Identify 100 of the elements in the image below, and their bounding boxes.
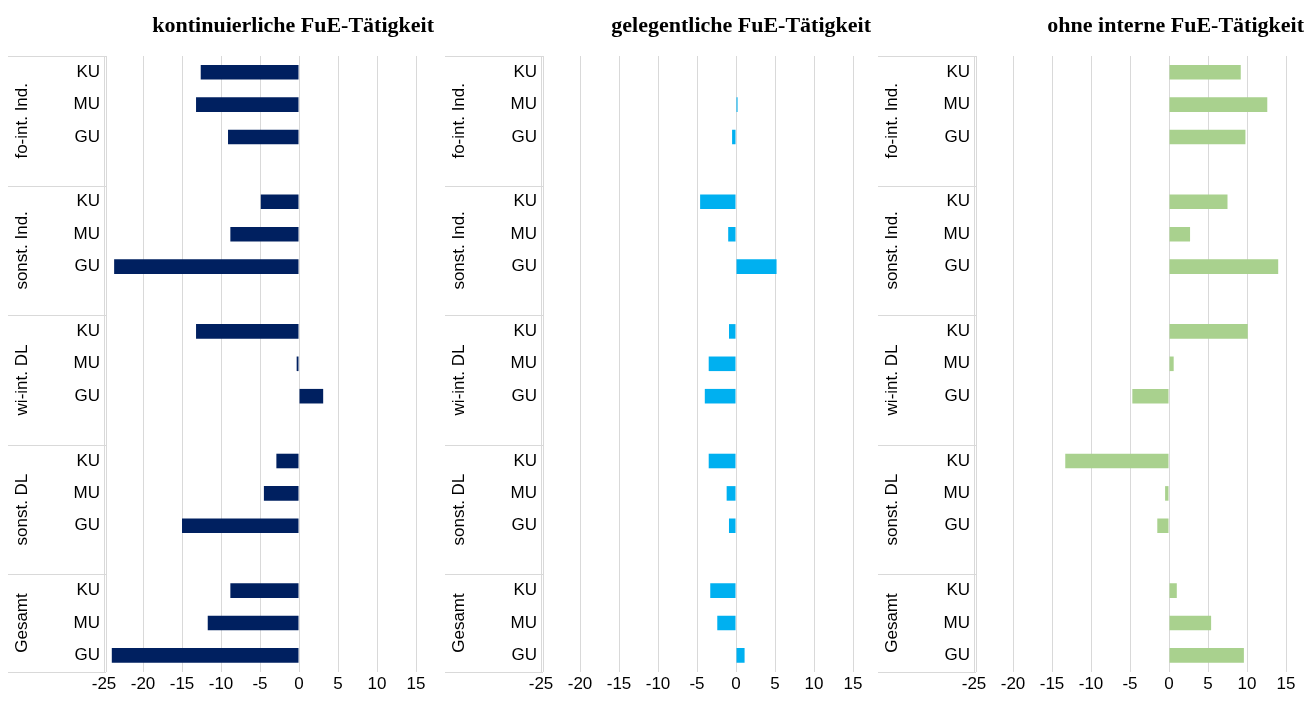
y-tick-label: MU <box>943 612 970 632</box>
y-tick-label: KU <box>946 321 970 341</box>
x-tick-label: -15 <box>1039 674 1065 694</box>
x-tick-label: 0 <box>731 674 741 694</box>
y-tick-label: MU <box>943 483 970 503</box>
y-tick-label: KU <box>946 580 970 600</box>
bar <box>736 648 745 663</box>
text: sonst. Ind. <box>881 211 901 290</box>
y-tick-label: MU <box>510 353 537 373</box>
x-tick-label: -5 <box>1122 674 1138 694</box>
bar <box>1169 64 1241 80</box>
x-tick-label: 15 <box>843 674 863 694</box>
text: sonst. DL <box>881 473 901 546</box>
y-tick-label: KU <box>513 191 537 211</box>
y-tick-label: KU <box>946 450 970 470</box>
bar <box>704 388 736 404</box>
bar <box>1169 648 1244 663</box>
y-tick-label: GU <box>511 256 537 276</box>
text: Gesamt <box>448 592 468 653</box>
x-tick-label: 15 <box>406 674 426 694</box>
x-tick-label: -5 <box>689 674 705 694</box>
text: sonst. DL <box>448 473 468 546</box>
y-tick-label: MU <box>943 223 970 243</box>
text: sonst. Ind. <box>11 211 31 290</box>
bar <box>1169 259 1279 274</box>
y-tick-label: KU <box>76 191 100 211</box>
x-tick-label: 0 <box>1164 674 1174 694</box>
y-tick-label: MU <box>73 353 100 373</box>
x-tick-label: -5 <box>252 674 268 694</box>
y-tick-label: GU <box>944 645 970 665</box>
bar <box>1169 97 1268 112</box>
x-tick-label: 5 <box>1203 674 1213 694</box>
text: Gesamt <box>881 592 901 653</box>
text: wi-int. DL <box>448 344 468 417</box>
y-tick-label: MU <box>73 223 100 243</box>
bar <box>700 194 736 210</box>
x-tick-label: -20 <box>1000 674 1026 694</box>
bar <box>1169 615 1212 631</box>
bar <box>732 129 736 145</box>
y-tick-label: KU <box>946 191 970 211</box>
bar <box>728 324 736 339</box>
y-tick-label: GU <box>511 126 537 146</box>
x-tick-label: -25 <box>961 674 987 694</box>
y-tick-label: MU <box>510 94 537 114</box>
text: wi-int. DL <box>11 344 31 417</box>
text: fo-int. Ind. <box>881 83 901 159</box>
bar <box>1157 518 1169 534</box>
text: wi-int. DL <box>881 344 901 417</box>
y-tick-label: GU <box>944 126 970 146</box>
x-tick-label: -20 <box>567 674 593 694</box>
y-tick-label: MU <box>510 223 537 243</box>
x-tick-label: 5 <box>770 674 780 694</box>
bar <box>1169 129 1246 145</box>
y-tick-label: GU <box>944 256 970 276</box>
y-tick-label: MU <box>73 94 100 114</box>
bar <box>726 486 736 501</box>
bar <box>1169 356 1174 372</box>
y-tick-label: KU <box>513 450 537 470</box>
x-tick-label: 10 <box>1237 674 1257 694</box>
y-tick-label: MU <box>73 483 100 503</box>
y-tick-label: GU <box>511 645 537 665</box>
text: sonst. Ind. <box>448 211 468 290</box>
y-tick-label: GU <box>511 385 537 405</box>
bar <box>1169 194 1228 210</box>
x-tick-label: 0 <box>294 674 304 694</box>
x-tick-label: -25 <box>528 674 554 694</box>
y-tick-label: KU <box>76 450 100 470</box>
y-tick-label: MU <box>943 353 970 373</box>
y-tick-label: KU <box>513 321 537 341</box>
x-tick-label: 5 <box>333 674 343 694</box>
y-tick-label: GU <box>74 645 100 665</box>
y-tick-label: GU <box>74 385 100 405</box>
x-tick-label: -15 <box>169 674 195 694</box>
y-tick-label: GU <box>944 385 970 405</box>
y-tick-label: KU <box>76 321 100 341</box>
chart-title: gelegentliche FuE-Tätigkeit <box>610 12 871 38</box>
x-tick-label: 15 <box>1276 674 1296 694</box>
y-tick-label: KU <box>946 61 970 81</box>
y-tick-label: KU <box>513 61 537 81</box>
y-tick-label: KU <box>513 580 537 600</box>
bar <box>717 615 736 631</box>
x-tick-label: -10 <box>1078 674 1104 694</box>
y-tick-label: MU <box>73 612 100 632</box>
bar <box>1132 388 1169 404</box>
y-tick-label: MU <box>510 612 537 632</box>
bar <box>1165 486 1169 501</box>
x-tick-label: -10 <box>645 674 671 694</box>
bar <box>708 356 736 372</box>
bar <box>710 583 736 598</box>
bar <box>736 259 777 274</box>
y-tick-label: MU <box>510 483 537 503</box>
y-tick-label: GU <box>74 515 100 535</box>
text: Gesamt <box>11 592 31 653</box>
x-tick-label: 10 <box>804 674 824 694</box>
bar <box>1169 583 1177 598</box>
bar <box>728 518 736 534</box>
bar <box>728 226 736 242</box>
x-tick-label: -25 <box>91 674 117 694</box>
text: fo-int. Ind. <box>11 83 31 159</box>
y-tick-label: GU <box>511 515 537 535</box>
